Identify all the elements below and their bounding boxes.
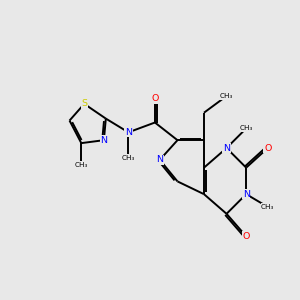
Text: N: N <box>100 136 107 145</box>
Text: O: O <box>242 232 250 241</box>
Text: N: N <box>243 190 250 199</box>
Text: O: O <box>151 94 159 103</box>
Text: CH₃: CH₃ <box>75 162 88 168</box>
Text: CH₃: CH₃ <box>261 204 274 210</box>
Text: CH₃: CH₃ <box>220 93 233 99</box>
Text: O: O <box>264 143 272 152</box>
Text: N: N <box>156 155 163 164</box>
Text: CH₃: CH₃ <box>122 155 135 161</box>
Text: N: N <box>223 143 230 152</box>
Text: N: N <box>125 128 132 137</box>
Text: CH₃: CH₃ <box>239 125 253 131</box>
Text: S: S <box>81 99 87 108</box>
